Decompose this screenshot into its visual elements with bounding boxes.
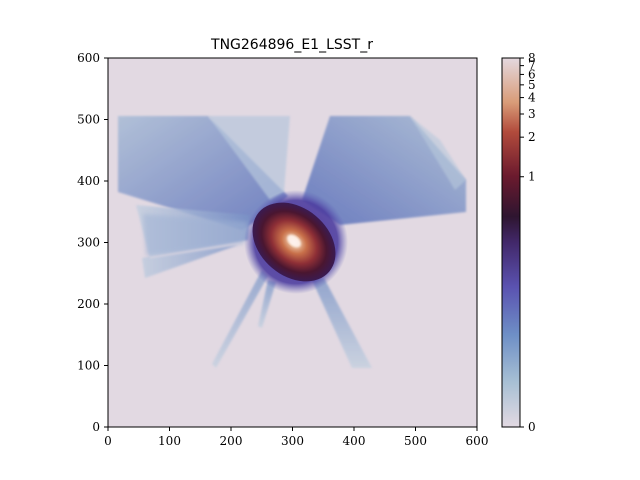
y-tick-label: 500 <box>77 113 100 127</box>
y-axis-ticks: 0 100 200 300 400 500 600 <box>77 51 108 434</box>
colorbar <box>501 57 521 428</box>
y-tick-label: 100 <box>77 359 100 373</box>
colorbar-tick-label: 7 <box>528 59 536 73</box>
ray-down-center <box>258 280 276 328</box>
colorbar-tick-label: 8 <box>528 51 536 65</box>
colorbar-tick-label: 2 <box>528 130 536 144</box>
colorbar-tick-label: 6 <box>528 67 536 81</box>
colorbar-tick-label: 5 <box>528 78 536 92</box>
ray-left-lower <box>143 214 248 256</box>
colorbar-tick-label: 0 <box>528 420 536 434</box>
y-tick-label: 300 <box>77 236 100 250</box>
x-tick-label: 300 <box>281 434 304 448</box>
galaxy-center <box>287 234 301 248</box>
x-tick-label: 600 <box>466 434 489 448</box>
ray-upper-right-edge <box>410 116 466 190</box>
colorbar-tick-label: 1 <box>528 170 536 184</box>
colorbar-tick-label: 3 <box>528 107 536 121</box>
ray-upper-left <box>118 116 288 230</box>
y-tick-label: 600 <box>77 51 100 65</box>
x-axis-ticks: 0 100 200 300 400 500 600 <box>104 427 488 448</box>
ray-down-right <box>312 278 372 368</box>
plot-area <box>108 58 477 427</box>
y-tick-label: 400 <box>77 174 100 188</box>
x-tick-label: 0 <box>104 434 112 448</box>
ray-down-left <box>212 270 268 368</box>
colorbar-tick-label: 4 <box>528 91 536 105</box>
x-tick-label: 400 <box>343 434 366 448</box>
ray-upper-right <box>302 116 466 225</box>
chart-title: TNG264896_E1_LSST_r <box>210 37 373 53</box>
x-tick-label: 500 <box>404 434 427 448</box>
y-tick-label: 200 <box>77 297 100 311</box>
x-tick-label: 100 <box>158 434 181 448</box>
ray-upper-left-band <box>208 116 290 200</box>
x-tick-label: 200 <box>220 434 243 448</box>
y-tick-label: 0 <box>92 420 100 434</box>
